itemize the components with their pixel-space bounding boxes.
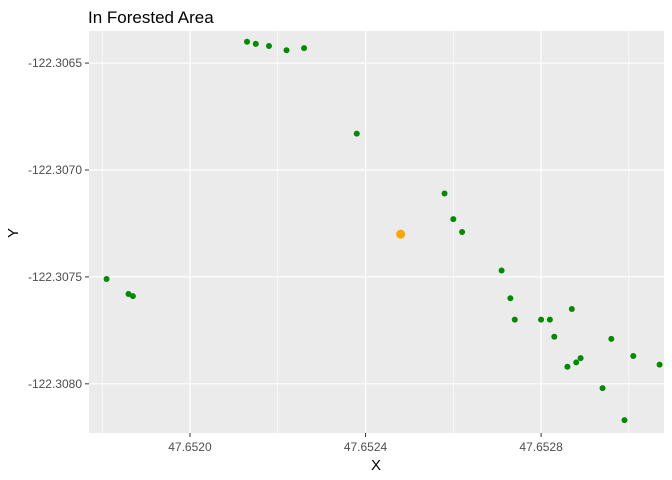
data-point <box>498 267 505 274</box>
data-point <box>103 276 110 283</box>
data-point <box>507 295 514 302</box>
data-points <box>103 38 663 424</box>
x-axis-title: X <box>371 457 381 474</box>
y-tick-label: -122.3070 <box>28 163 82 177</box>
data-point <box>441 190 448 197</box>
highlight-point <box>396 229 406 239</box>
y-tick-label: -122.3065 <box>28 56 82 70</box>
data-point <box>129 293 136 300</box>
y-axis: -122.3065 -122.3070 -122.3075 -122.3080 <box>28 56 89 391</box>
x-tick-label: 47.6524 <box>344 440 388 454</box>
plot-panel <box>89 31 664 433</box>
data-point <box>511 316 518 323</box>
data-point <box>656 361 663 368</box>
x-axis: 47.6520 47.6524 47.6528 <box>168 433 563 454</box>
data-point <box>450 216 457 223</box>
data-point <box>546 316 553 323</box>
x-tick-label: 47.6520 <box>168 440 212 454</box>
y-tick-label: -122.3075 <box>28 270 82 284</box>
data-point <box>630 353 637 360</box>
data-point <box>621 417 628 424</box>
grid-lines <box>89 31 664 433</box>
data-point <box>265 42 272 49</box>
data-point <box>353 130 360 137</box>
y-tick-label: -122.3080 <box>28 377 82 391</box>
data-point <box>564 363 571 370</box>
data-point <box>244 38 251 45</box>
data-point <box>538 316 545 323</box>
data-point <box>577 355 584 362</box>
data-point <box>568 305 575 312</box>
x-tick-label: 47.6528 <box>519 440 563 454</box>
data-point <box>252 40 259 47</box>
data-point <box>283 47 290 54</box>
chart-title: In Forested Area <box>88 8 214 27</box>
data-point <box>459 229 466 235</box>
y-axis-title: Y <box>5 228 22 238</box>
data-point <box>599 385 606 392</box>
data-point <box>573 359 580 366</box>
data-point <box>301 45 308 52</box>
data-point <box>608 335 615 342</box>
data-point <box>551 333 558 340</box>
